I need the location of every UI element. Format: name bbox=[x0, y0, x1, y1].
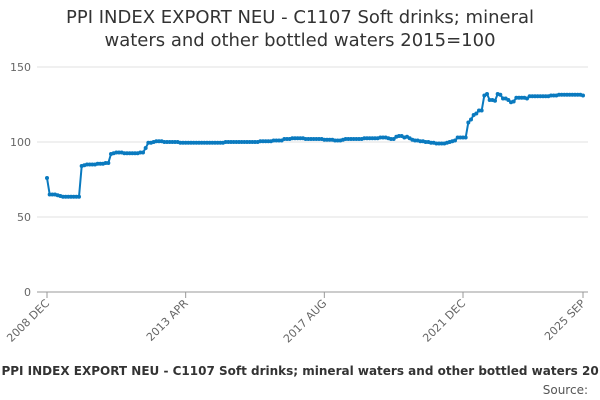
data-point bbox=[453, 138, 457, 143]
data-point bbox=[391, 137, 396, 141]
y-tick-label: 100 bbox=[10, 136, 31, 149]
data-point bbox=[469, 117, 473, 122]
data-point bbox=[479, 108, 484, 113]
x-tick-label: 2025 SEP bbox=[542, 297, 588, 343]
x-tick-label: 2021 DEC bbox=[420, 297, 468, 345]
data-point bbox=[474, 111, 479, 116]
data-point bbox=[506, 98, 511, 102]
data-point bbox=[106, 161, 111, 165]
y-tick-label: 0 bbox=[24, 286, 31, 299]
y-tick-label: 50 bbox=[17, 211, 31, 224]
data-point bbox=[77, 194, 81, 199]
x-tick-label: 2008 DEC bbox=[4, 297, 52, 345]
data-point bbox=[143, 146, 148, 150]
data-point bbox=[141, 150, 145, 155]
data-point bbox=[466, 120, 471, 125]
data-point bbox=[511, 99, 516, 104]
chart-title: PPI INDEX EXPORT NEU - C1107 Soft drinks… bbox=[66, 7, 534, 51]
data-point bbox=[525, 96, 529, 101]
y-tick-label: 150 bbox=[10, 61, 31, 74]
data-point bbox=[45, 176, 49, 180]
data-point bbox=[581, 93, 585, 98]
data-point bbox=[485, 92, 489, 96]
footer-text: PPI INDEX EXPORT NEU - C1107 Soft drinks… bbox=[1, 364, 600, 378]
data-line bbox=[46, 92, 584, 198]
data-point bbox=[463, 135, 468, 140]
footer: PPI INDEX EXPORT NEU - C1107 Soft drinks… bbox=[0, 364, 600, 382]
data-point bbox=[493, 98, 497, 103]
x-tick-label: 2017 AUG bbox=[281, 297, 330, 346]
x-tick-label: 2013 APR bbox=[144, 297, 191, 344]
data-point bbox=[498, 92, 503, 97]
source: Source: bbox=[542, 383, 588, 397]
